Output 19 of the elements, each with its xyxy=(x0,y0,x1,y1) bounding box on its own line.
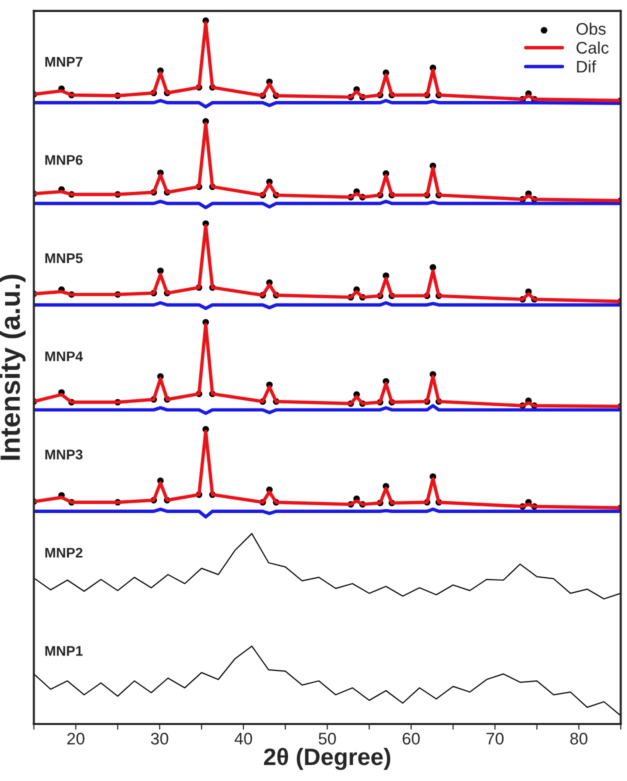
annotation: MNP5 xyxy=(45,253,83,264)
annotation: MNP3 xyxy=(45,450,83,460)
x-tick-label: 30 xyxy=(150,732,168,745)
annotation: MNP4 xyxy=(45,352,83,362)
x-tick-label: 50 xyxy=(318,732,336,745)
x-tick-label: 60 xyxy=(402,732,420,745)
x-tick-label: 40 xyxy=(234,732,252,745)
y-axis-title: Intensity (a.u.) xyxy=(0,274,26,460)
x-tick-label: 20 xyxy=(67,732,84,745)
annotation: MNP6 xyxy=(45,155,83,165)
x-axis-title: 2θ (Degree) xyxy=(264,748,390,770)
x-tick-label: 80 xyxy=(570,732,588,745)
legend-label: Calc xyxy=(576,41,609,54)
annotation: MNP1 xyxy=(45,646,83,656)
legend-label: Obs xyxy=(576,22,606,35)
x-tick-label: 70 xyxy=(486,732,504,745)
annotation: MNP7 xyxy=(45,57,82,67)
legend-label: Dif xyxy=(577,60,596,72)
annotation: MNP2 xyxy=(45,548,82,558)
